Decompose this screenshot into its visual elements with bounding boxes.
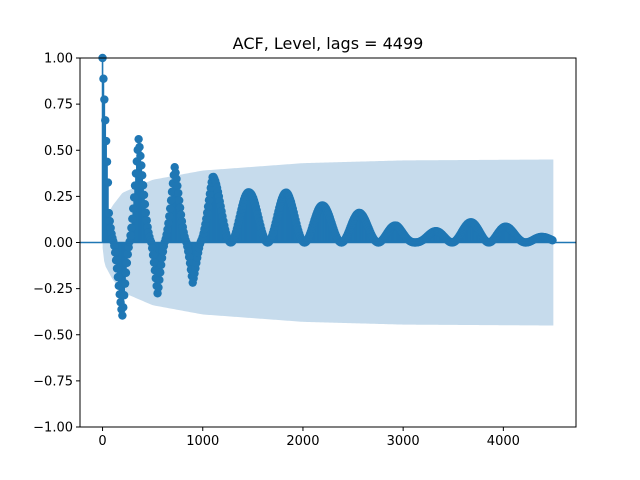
- acf-marker: [141, 208, 151, 217]
- y-tick-label: 0.50: [44, 144, 73, 159]
- acf-marker: [114, 281, 123, 291]
- acf-marker: [165, 204, 175, 213]
- acf-marker: [102, 157, 112, 166]
- acf-marker: [99, 74, 108, 83]
- acf-marker: [126, 231, 135, 240]
- acf-marker: [125, 237, 134, 246]
- acf-marker: [113, 272, 123, 282]
- acf-marker: [157, 253, 167, 263]
- acf-marker: [119, 291, 129, 300]
- acf-marker: [175, 203, 185, 212]
- acf-marker: [136, 151, 145, 161]
- acf-marker: [101, 116, 110, 125]
- acf-marker: [129, 193, 139, 202]
- acf-marker: [112, 264, 122, 273]
- acf-marker: [111, 256, 121, 265]
- y-tick-label: 1.00: [44, 52, 73, 67]
- acf-marker: [156, 260, 166, 270]
- acf-marker: [130, 181, 140, 190]
- acf-marker: [121, 268, 131, 277]
- acf-marker: [138, 181, 148, 190]
- acf-marker: [148, 250, 158, 260]
- x-axis-ticks: 0 1000 2000 3000 4000: [98, 427, 520, 449]
- acf-marker: [120, 279, 130, 288]
- x-tick-label: 3000: [387, 434, 420, 449]
- acf-marker: [147, 243, 157, 253]
- acf-marker: [104, 208, 114, 218]
- acf-marker: [165, 212, 174, 221]
- acf-marker: [175, 196, 184, 205]
- acf-marker: [176, 210, 186, 219]
- acf-marker: [110, 241, 119, 250]
- acf-marker: [129, 204, 138, 213]
- acf-marker: [171, 168, 180, 177]
- acf-marker: [174, 188, 183, 198]
- acf-marker: [119, 303, 128, 312]
- x-tick-label: 1000: [186, 434, 219, 449]
- acf-marker: [101, 136, 111, 146]
- acf-marker: [173, 181, 182, 191]
- acf-marker: [139, 190, 149, 200]
- acf-marker: [138, 171, 147, 180]
- y-tick-label: 0.75: [44, 98, 73, 113]
- acf-marker: [134, 134, 143, 144]
- acf-marker: [163, 225, 172, 234]
- acf-marker: [164, 219, 173, 228]
- acf-marker: [149, 258, 159, 267]
- acf-marker: [156, 268, 165, 277]
- acf-marker: [110, 248, 120, 257]
- acf-marker: [137, 161, 146, 170]
- acf-marker: [131, 169, 141, 178]
- acf-marker: [105, 216, 114, 226]
- acf-marker: [166, 196, 176, 205]
- x-tick-label: 0: [98, 434, 106, 449]
- acf-marker: [203, 202, 213, 211]
- y-tick-label: 0.00: [44, 236, 73, 251]
- y-axis-ticks: −1.00 −0.75 −0.50 −0.25 0.00 0.25 0.50 0.75 1.00: [33, 52, 80, 436]
- acf-marker: [204, 195, 214, 205]
- y-tick-label: −0.75: [33, 374, 73, 389]
- acf-marker: [185, 258, 195, 268]
- acf-marker: [202, 208, 212, 217]
- y-tick-label: −1.00: [33, 421, 73, 436]
- acf-marker: [155, 275, 164, 285]
- acf-marker: [135, 142, 144, 152]
- acf-marker: [103, 178, 113, 187]
- y-tick-label: −0.50: [33, 328, 73, 343]
- acf-marker: [140, 199, 150, 209]
- acf-marker: [123, 250, 132, 259]
- acf-marker: [167, 187, 177, 197]
- acf-marker: [154, 283, 163, 292]
- chart-title: ACF, Level, lags = 4499: [233, 34, 424, 53]
- acf-marker: [172, 174, 181, 184]
- acf-marker: [142, 216, 151, 225]
- acf-marker: [100, 95, 109, 104]
- y-tick-label: −0.25: [33, 282, 73, 297]
- acf-marker: [118, 311, 127, 320]
- y-tick-label: 0.25: [44, 190, 73, 205]
- x-tick-label: 4000: [487, 434, 520, 449]
- acf-marker: [127, 223, 136, 233]
- x-tick-label: 2000: [286, 434, 319, 449]
- acf-marker: [128, 214, 137, 224]
- acf-marker: [122, 258, 132, 268]
